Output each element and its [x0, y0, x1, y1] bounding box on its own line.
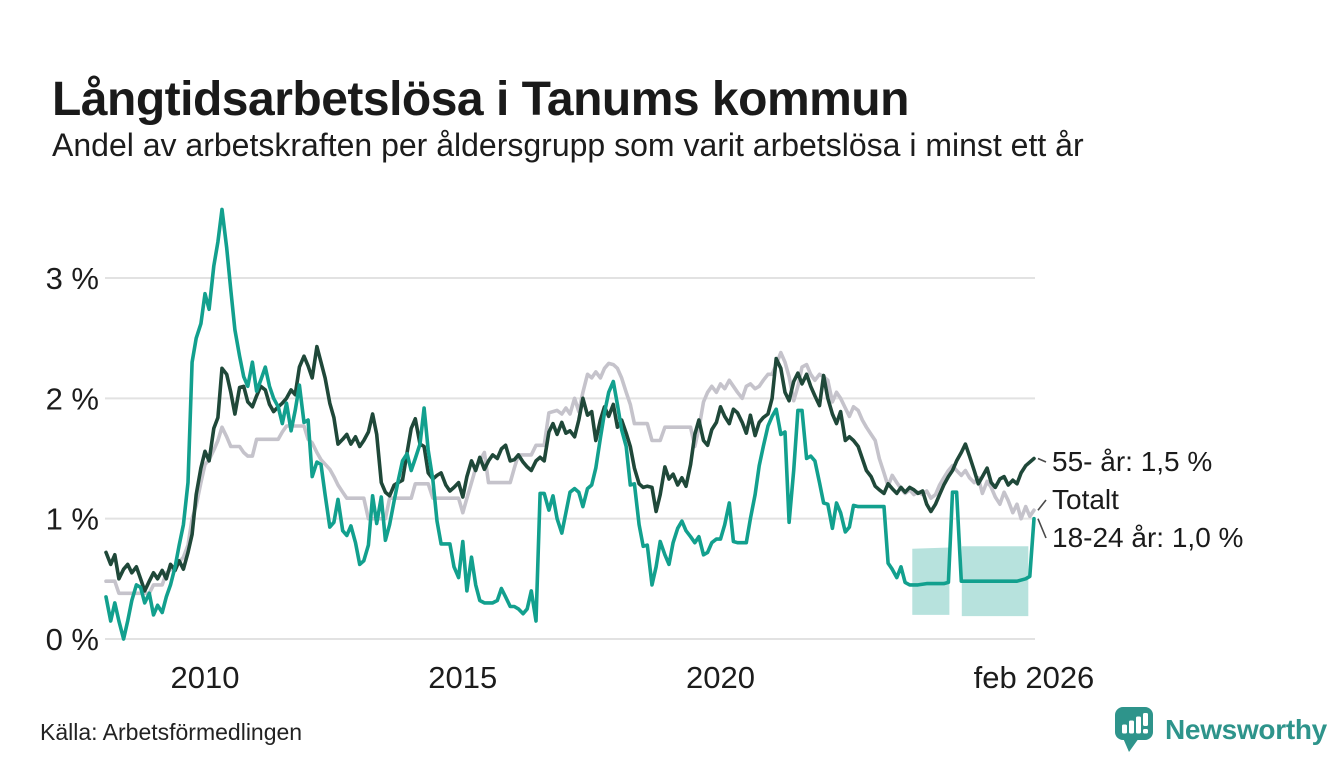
series-line-18-24-år [104, 207, 1036, 641]
label-connector-0 [1037, 457, 1047, 463]
page-title: Långtidsarbetslösa i Tanums kommun [52, 73, 909, 127]
x-tick-label: 2010 [171, 660, 240, 695]
y-tick-label: 3 % [46, 261, 99, 296]
series-end-label-18-24: 18-24 år: 1,0 % [1052, 522, 1244, 553]
label-connector-2 [1037, 518, 1047, 539]
y-tick-label: 1 % [46, 502, 99, 537]
source-note: Källa: Arbetsförmedlingen [40, 719, 303, 745]
y-tick-label: 2 % [46, 381, 99, 416]
newsworthy-logo-text: Newsworthy [1165, 713, 1327, 745]
x-tick-label: feb 2026 [974, 660, 1095, 695]
series-end-label-55: 55- år: 1,5 % [1052, 446, 1213, 477]
series-end-label-totalt: Totalt [1052, 484, 1119, 515]
newsworthy-logo: Newsworthy [1114, 706, 1327, 753]
uncertainty-band-segment-0 [912, 547, 950, 615]
x-tick-label: 2020 [686, 660, 755, 695]
y-tick-label: 0 % [46, 622, 99, 657]
x-tick-label: 2015 [428, 660, 497, 695]
series-line-55--år [104, 344, 1036, 593]
label-connector-1 [1037, 499, 1047, 511]
chart-subtitle: Andel av arbetskraften per åldersgrupp s… [52, 127, 1084, 163]
newsworthy-logo-icon [1115, 707, 1153, 752]
